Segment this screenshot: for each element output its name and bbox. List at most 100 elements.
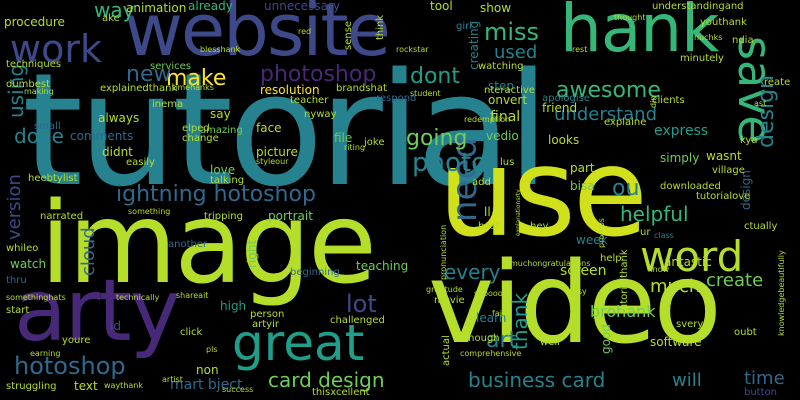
word-hank: hank	[560, 0, 719, 67]
word-helpful: helpful	[620, 202, 689, 226]
word-image: image	[40, 179, 377, 309]
word-promos: promos	[597, 218, 606, 248]
word-right: right	[245, 239, 259, 268]
word-earning: earning	[30, 349, 61, 358]
word-good: good	[599, 324, 613, 354]
word-tripping: tripping	[204, 211, 243, 222]
word-business-card: business card	[468, 368, 606, 392]
word-services: services	[150, 61, 192, 72]
word-reate: reate	[764, 77, 791, 88]
word-thru: thru	[6, 275, 27, 286]
word-nuchks: nuchks	[694, 33, 723, 42]
word-know: know	[648, 265, 670, 274]
word-explaine: explaine	[604, 117, 647, 128]
word-picture: picture	[256, 145, 298, 159]
word-dumbest: dumbest	[6, 79, 51, 90]
word-ast: ast	[754, 99, 767, 108]
word-arty: arty	[14, 261, 181, 361]
word-high: high	[220, 299, 247, 313]
word-screen: screen	[560, 263, 607, 279]
word-great: great	[232, 314, 365, 372]
word-struggling: struggling	[6, 381, 57, 392]
word-button: button	[744, 387, 777, 398]
word-antastic: antastic	[664, 255, 712, 269]
word-pls: pls	[206, 345, 218, 354]
word-blesshank: blesshank	[200, 45, 241, 54]
word-oubt: oubt	[734, 327, 757, 338]
word-artist: artist	[162, 375, 183, 384]
word-joke: joke	[364, 137, 385, 148]
word-youthank: youthank	[700, 17, 747, 28]
word-think: think	[375, 14, 386, 40]
word-thank: thank	[508, 292, 532, 350]
word-already: already	[188, 0, 233, 13]
word-fail: fail	[492, 309, 505, 318]
word-timehanks: timehanks	[172, 83, 214, 92]
word-create: create	[706, 270, 764, 291]
word-village: village	[712, 165, 745, 176]
word-vedio: vedio	[486, 129, 519, 143]
word-beginning: beginning	[290, 267, 340, 278]
word-small: small	[34, 121, 61, 132]
word-class: class	[654, 231, 674, 240]
word-movie: movie	[434, 295, 465, 306]
word-procedure: procedure	[4, 15, 65, 29]
word-tool: tool	[430, 0, 453, 13]
word-styleour: styleour	[256, 157, 289, 166]
word-work: work	[10, 27, 102, 71]
word-learn: learn	[476, 311, 507, 325]
word-ctually: ctually	[744, 221, 778, 232]
word-final: final	[490, 109, 521, 125]
word-video: video	[428, 239, 722, 369]
word-amazing: amazing	[200, 125, 243, 136]
word-help: help	[600, 253, 622, 264]
word-going: going	[406, 126, 468, 151]
word-ightning-hotoshop: ightning hotoshop	[116, 182, 316, 207]
word-watch: watch	[10, 257, 47, 271]
word-knowledgebeautifully: knowledgebeautifully	[777, 250, 786, 336]
word-photo: photo	[412, 148, 487, 178]
word-person: person	[250, 309, 285, 320]
word-hey: hey	[530, 221, 549, 232]
word-shareait: shareait	[176, 291, 209, 300]
word-tutorial: tutorial	[22, 39, 550, 221]
word-teacher: teacher	[290, 95, 329, 106]
word-technically: technically	[116, 293, 160, 302]
word-portrait: portrait	[268, 209, 313, 223]
word-awesome: awesome	[556, 78, 661, 103]
word-elped: elped	[182, 123, 210, 134]
word-ake: ake	[102, 13, 120, 24]
word-red: red	[298, 27, 312, 36]
word-gratitude: gratitude	[426, 285, 463, 294]
word-downloaded: downloaded	[660, 181, 721, 192]
word-talking: talking	[210, 175, 245, 186]
word-understandingand: understandingand	[652, 1, 744, 12]
word-rest: rest	[572, 45, 588, 54]
word-change: change	[182, 133, 219, 144]
word-techniques: techniques	[6, 59, 62, 70]
word-ll: ll	[484, 205, 491, 219]
word-whileo: whileo	[6, 243, 39, 254]
word-id: id	[110, 319, 121, 333]
word-didnt: didnt	[102, 145, 133, 159]
word-thisxcellent: thisxcellent	[312, 387, 370, 398]
word-hotoshop: hotoshop	[14, 352, 126, 380]
word-new: new	[126, 62, 172, 87]
word-respond: respond	[376, 93, 417, 104]
word-student: student	[410, 89, 441, 98]
word-dont: dont	[410, 64, 460, 89]
word-always: always	[98, 111, 140, 125]
word-understand: understand	[554, 104, 658, 125]
word-card-design: card design	[268, 368, 385, 392]
word-resolution: resolution	[260, 83, 320, 97]
word-waythank: waythank	[104, 381, 143, 390]
word-challenged: challenged	[330, 315, 385, 326]
word-enough: enough	[462, 333, 500, 344]
word-show: show	[480, 1, 512, 15]
word-photoshop: photoshop	[260, 62, 377, 87]
word-make: make	[166, 66, 227, 91]
word-pronunciation: pronunciation	[439, 224, 448, 280]
word-file: file	[334, 131, 353, 145]
word-comments: comments	[70, 129, 134, 143]
word-ndia: ndia	[732, 35, 754, 46]
